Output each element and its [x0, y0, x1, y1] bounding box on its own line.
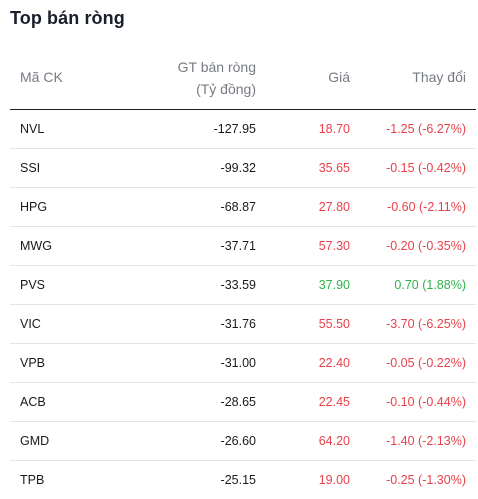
table-row[interactable]: HPG -68.87 27.80 -0.60 (-2.11%)	[10, 188, 476, 227]
price: 35.65	[318, 161, 350, 175]
stock-code[interactable]: MWG	[20, 239, 52, 253]
column-header-code[interactable]: Mã CK	[20, 69, 63, 85]
table-row[interactable]: VPB -31.00 22.40 -0.05 (-0.22%)	[10, 344, 476, 383]
price: 37.90	[318, 278, 350, 292]
price: 18.70	[318, 122, 350, 136]
net-sell-value: -127.95	[213, 122, 256, 136]
table-row[interactable]: PVS -33.59 37.90 0.70 (1.88%)	[10, 266, 476, 305]
price-change: -0.25 (-1.30%)	[386, 473, 466, 487]
stock-code[interactable]: TPB	[20, 473, 45, 487]
column-header-price[interactable]: Giá	[328, 69, 350, 85]
stock-code[interactable]: ACB	[20, 395, 46, 409]
price-change: -0.60 (-2.11%)	[387, 200, 466, 214]
table-row[interactable]: NVL -127.95 18.70 -1.25 (-6.27%)	[10, 110, 476, 149]
net-sell-value: -31.76	[220, 317, 256, 331]
stock-code[interactable]: SSI	[20, 161, 41, 175]
table-header: Mã CK GT bán ròng (Tỷ đồng) Giá Thay đổi	[10, 50, 476, 110]
price: 57.30	[318, 239, 350, 253]
price-change: -1.25 (-6.27%)	[386, 122, 466, 136]
table-row[interactable]: GMD -26.60 64.20 -1.40 (-2.13%)	[10, 422, 476, 461]
price: 19.00	[318, 473, 350, 487]
net-sell-value: -37.71	[220, 239, 256, 253]
price-change: -0.20 (-0.35%)	[386, 239, 466, 253]
stock-code[interactable]: HPG	[20, 200, 48, 214]
net-sell-value: -99.32	[220, 161, 256, 175]
table-row[interactable]: MWG -37.71 57.30 -0.20 (-0.35%)	[10, 227, 476, 266]
column-header-net-sell-value-line2: (Tỷ đồng)	[196, 81, 256, 97]
price-change: -0.15 (-0.42%)	[386, 161, 466, 175]
table-row[interactable]: SSI -99.32 35.65 -0.15 (-0.42%)	[10, 149, 476, 188]
price: 64.20	[318, 434, 350, 448]
price: 22.40	[318, 356, 350, 370]
table-row[interactable]: TPB -25.15 19.00 -0.25 (-1.30%)	[10, 461, 476, 499]
stock-code[interactable]: VIC	[20, 317, 41, 331]
price-change: -0.10 (-0.44%)	[386, 395, 466, 409]
price: 22.45	[318, 395, 350, 409]
price-change: -0.05 (-0.22%)	[386, 356, 466, 370]
column-header-change[interactable]: Thay đổi	[412, 69, 466, 85]
net-sell-value: -31.00	[220, 356, 256, 370]
net-sell-value: -26.60	[220, 434, 256, 448]
column-header-net-sell-value[interactable]: GT bán ròng (Tỷ đồng)	[116, 56, 256, 100]
net-sell-table: Mã CK GT bán ròng (Tỷ đồng) Giá Thay đổi…	[10, 50, 476, 499]
net-sell-value: -25.15	[220, 473, 256, 487]
net-sell-value: -68.87	[220, 200, 256, 214]
price-change: 0.70 (1.88%)	[394, 278, 466, 292]
widget-title: Top bán ròng	[10, 8, 125, 28]
table-row[interactable]: ACB -28.65 22.45 -0.10 (-0.44%)	[10, 383, 476, 422]
net-sell-value: -33.59	[220, 278, 256, 292]
net-sell-value: -28.65	[220, 395, 256, 409]
stock-code[interactable]: NVL	[20, 122, 45, 136]
stock-code[interactable]: PVS	[20, 278, 46, 292]
price-change: -1.40 (-2.13%)	[386, 434, 466, 448]
price: 27.80	[318, 200, 350, 214]
column-header-net-sell-value-line1: GT bán ròng	[177, 59, 256, 75]
price-change: -3.70 (-6.25%)	[386, 317, 466, 331]
table-row[interactable]: VIC -31.76 55.50 -3.70 (-6.25%)	[10, 305, 476, 344]
price: 55.50	[318, 317, 350, 331]
stock-code[interactable]: GMD	[20, 434, 50, 448]
stock-code[interactable]: VPB	[20, 356, 46, 370]
